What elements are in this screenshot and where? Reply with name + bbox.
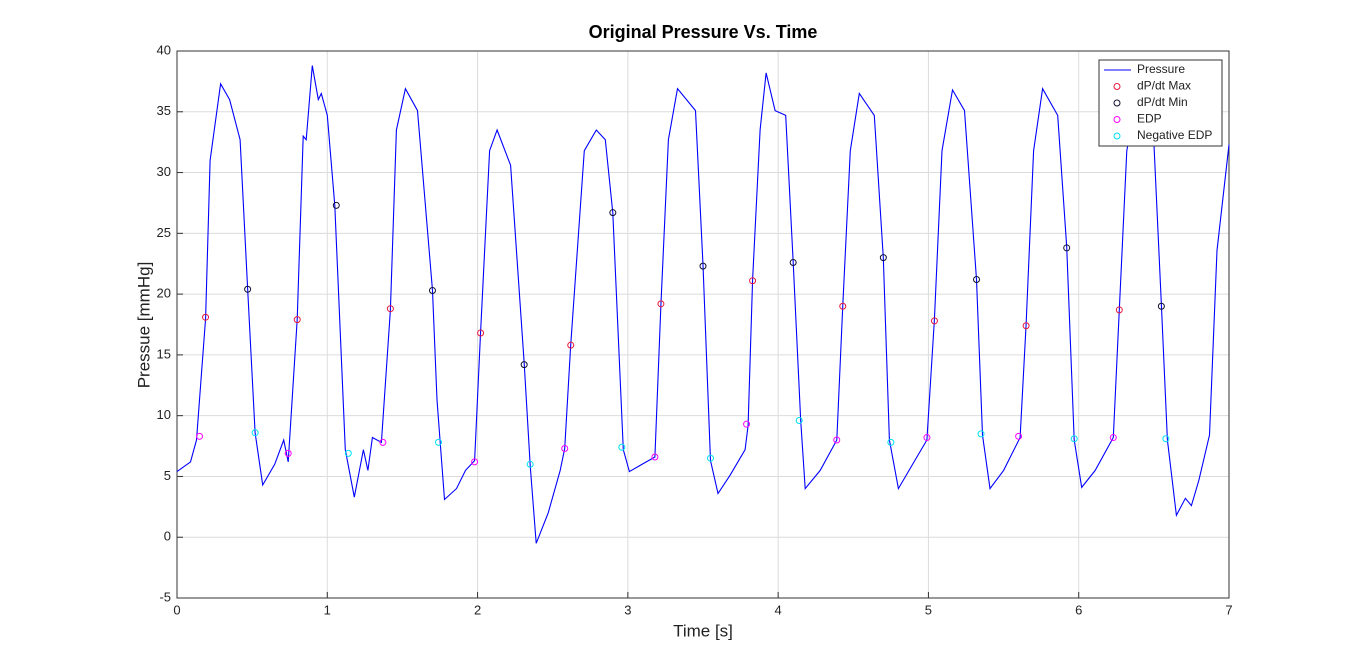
y-tick-label: 40 <box>157 42 171 57</box>
marker <box>526 460 534 468</box>
marker <box>1162 435 1170 443</box>
marker <box>1109 434 1117 442</box>
marker <box>839 302 847 310</box>
marker <box>1022 322 1030 330</box>
marker <box>707 454 715 462</box>
legend-label: dP/dt Min <box>1137 95 1188 109</box>
marker <box>434 438 442 446</box>
marker <box>930 317 938 325</box>
marker <box>477 329 485 337</box>
marker <box>743 420 751 428</box>
legend-marker <box>1113 99 1121 107</box>
x-tick-label: 7 <box>1225 602 1232 617</box>
marker <box>923 434 931 442</box>
marker <box>293 316 301 324</box>
marker <box>973 276 981 284</box>
marker <box>977 430 985 438</box>
legend-marker <box>1113 132 1121 140</box>
marker <box>244 285 252 293</box>
x-tick-label: 0 <box>173 602 180 617</box>
x-tick-label: 1 <box>324 602 331 617</box>
marker <box>1157 302 1165 310</box>
plot-frame <box>176 50 1230 599</box>
y-axis-label: Pressue [mmHg] <box>134 262 153 389</box>
y-tick-label: 15 <box>157 346 171 361</box>
marker <box>833 436 841 444</box>
marker <box>520 361 528 369</box>
marker <box>251 429 259 437</box>
marker <box>344 449 352 457</box>
marker <box>202 313 210 321</box>
x-tick-label: 6 <box>1075 602 1082 617</box>
marker <box>386 305 394 313</box>
marker <box>1015 432 1023 440</box>
x-tick-label: 5 <box>925 602 932 617</box>
marker <box>471 458 479 466</box>
y-tick-label: 10 <box>157 407 171 422</box>
marker <box>1070 435 1078 443</box>
legend-label: Pressure <box>1137 62 1185 76</box>
pressure-line <box>176 65 1230 544</box>
legend-label: EDP <box>1137 112 1162 126</box>
x-tick-label: 2 <box>474 602 481 617</box>
x-axis-label: Time [s] <box>673 621 733 640</box>
marker <box>379 438 387 446</box>
y-tick-label: 30 <box>157 164 171 179</box>
marker <box>196 432 204 440</box>
y-tick-label: 0 <box>164 529 171 544</box>
y-tick-label: 20 <box>157 286 171 301</box>
marker <box>887 438 895 446</box>
marker <box>1115 306 1123 314</box>
marker <box>567 341 575 349</box>
legend-label: dP/dt Max <box>1137 79 1191 93</box>
marker <box>699 262 707 270</box>
marker <box>657 300 665 308</box>
marker <box>428 286 436 294</box>
marker <box>284 449 292 457</box>
marker <box>1063 244 1071 252</box>
legend-marker <box>1113 83 1121 90</box>
chart-title: Original Pressure Vs. Time <box>589 22 818 42</box>
y-tick-label: -5 <box>159 589 171 604</box>
y-tick-label: 5 <box>164 468 171 483</box>
marker <box>651 453 659 461</box>
x-tick-label: 4 <box>775 602 782 617</box>
marker <box>879 254 887 262</box>
x-tick-label: 3 <box>624 602 631 617</box>
marker <box>609 209 617 217</box>
marker <box>795 417 803 425</box>
marker <box>561 444 569 452</box>
y-tick-label: 35 <box>157 103 171 118</box>
marker <box>749 277 757 285</box>
legend-label: Negative EDP <box>1137 128 1212 142</box>
y-tick-label: 25 <box>157 225 171 240</box>
marker <box>618 443 626 451</box>
marker <box>332 201 340 209</box>
legend-marker <box>1113 116 1121 123</box>
marker <box>789 259 797 267</box>
